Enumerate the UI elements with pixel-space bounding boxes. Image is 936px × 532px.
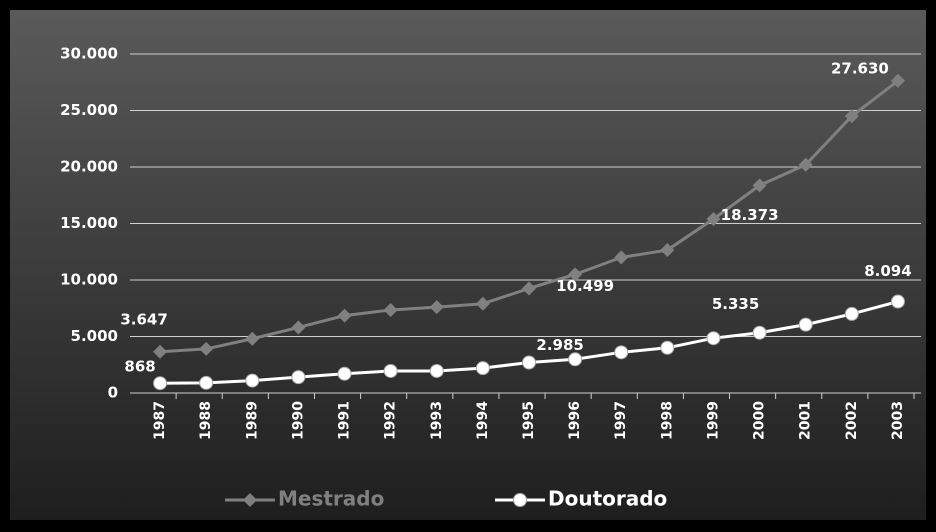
value-label: 10.499	[556, 277, 614, 295]
point	[337, 308, 352, 323]
point	[844, 306, 859, 321]
point	[844, 109, 859, 124]
point	[475, 296, 490, 311]
legend-marker	[243, 493, 257, 507]
x-tick-label: 1990	[290, 401, 306, 440]
x-tick-label: 2003	[890, 401, 906, 440]
y-tick-label: 20.000	[60, 158, 118, 176]
point	[614, 250, 629, 265]
value-label: 868	[124, 358, 155, 376]
point	[568, 267, 583, 282]
x-tick-label: 1995	[521, 401, 537, 440]
point	[245, 331, 260, 346]
x-tick-label: 1999	[705, 401, 721, 440]
point	[475, 361, 490, 376]
point	[337, 366, 352, 381]
point	[890, 294, 905, 309]
point	[706, 331, 721, 346]
x-tick-label: 1994	[475, 401, 491, 440]
x-tick-label: 1997	[613, 401, 629, 440]
point	[890, 73, 905, 88]
point	[798, 317, 813, 332]
point	[383, 363, 398, 378]
x-tick-label: 1991	[337, 401, 353, 440]
value-label: 2.985	[536, 336, 583, 354]
y-tick-label: 5.000	[71, 327, 118, 345]
y-tick-label: 30.000	[60, 45, 118, 63]
x-tick-label: 1996	[567, 401, 583, 440]
point	[291, 370, 306, 385]
plot-background	[10, 10, 926, 520]
value-label: 18.373	[721, 206, 779, 224]
y-tick-label: 25.000	[60, 101, 118, 119]
point	[660, 243, 675, 258]
point	[429, 363, 444, 378]
y-tick-label: 10.000	[60, 271, 118, 289]
legend-marker	[513, 493, 527, 507]
point	[199, 341, 214, 356]
point	[568, 352, 583, 367]
x-tick-label: 1993	[429, 401, 445, 440]
point	[429, 300, 444, 315]
point	[614, 345, 629, 360]
x-tick-label: 1992	[383, 401, 399, 440]
point	[153, 344, 168, 359]
x-tick-label: 2002	[844, 401, 860, 440]
value-label: 8.094	[864, 262, 911, 280]
point	[752, 325, 767, 340]
value-label: 5.335	[712, 295, 759, 313]
point	[245, 373, 260, 388]
legend-label: Doutorado	[548, 487, 667, 511]
point	[199, 375, 214, 390]
point	[522, 281, 536, 296]
legend-label: Mestrado	[278, 487, 384, 511]
y-tick-label: 15.000	[60, 214, 118, 232]
value-label: 27.630	[831, 59, 889, 77]
x-tick-label: 1988	[198, 401, 214, 440]
value-label: 3.647	[120, 310, 167, 328]
y-tick-label: 0	[108, 384, 118, 402]
point	[153, 376, 168, 391]
x-tick-label: 1987	[152, 401, 168, 440]
point	[291, 320, 306, 335]
point	[660, 340, 675, 355]
x-tick-label: 1989	[244, 401, 260, 440]
point	[706, 211, 721, 226]
x-tick-label: 2001	[798, 401, 814, 440]
x-tick-label: 1998	[659, 401, 675, 440]
point	[383, 302, 398, 317]
point	[798, 157, 813, 172]
point	[752, 178, 767, 193]
x-tick-label: 2000	[752, 401, 768, 440]
point	[522, 355, 536, 370]
